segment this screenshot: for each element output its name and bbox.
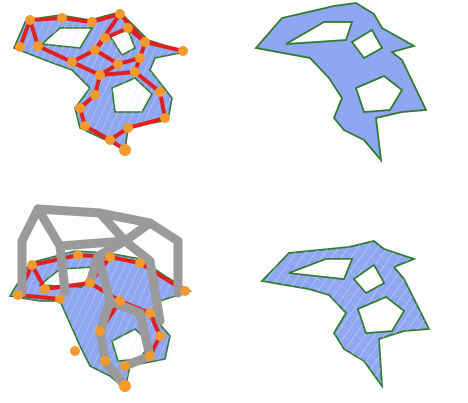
panel-3d-structure bbox=[0, 201, 234, 402]
3d-structure-diagram bbox=[8, 204, 192, 392]
flat-surface-shape bbox=[254, 2, 428, 163]
panel-graph-on-surface bbox=[0, 0, 234, 201]
flat-surface-diagram bbox=[254, 2, 428, 163]
meshed-surface-diagram bbox=[260, 240, 431, 390]
graph-nodes bbox=[13, 250, 190, 392]
graph-on-surface-diagram bbox=[12, 9, 189, 156]
panel-flat-surface bbox=[234, 0, 468, 201]
graph-nodes bbox=[15, 9, 188, 156]
panel-meshed-surface bbox=[234, 201, 468, 402]
